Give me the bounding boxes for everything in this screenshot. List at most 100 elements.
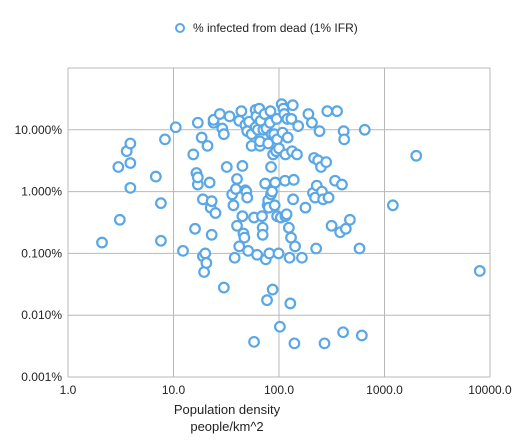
data-point [203, 176, 216, 189]
data-point [205, 195, 218, 208]
data-point [265, 161, 277, 173]
data-point [248, 335, 260, 348]
data-point [284, 297, 297, 310]
data-point [291, 148, 303, 161]
data-point [280, 208, 293, 221]
data-point [310, 242, 323, 255]
data-point [177, 244, 189, 257]
data-point [283, 251, 296, 264]
data-points [96, 98, 486, 350]
data-point [251, 248, 263, 261]
data-point [191, 171, 204, 184]
data-point [201, 139, 214, 152]
data-point [217, 128, 230, 141]
data-point [205, 228, 218, 241]
data-point [473, 265, 486, 277]
data-point [231, 173, 243, 185]
data-point [217, 281, 230, 294]
data-point [336, 178, 348, 191]
data-point [292, 120, 305, 132]
data-point [337, 326, 349, 339]
data-point [199, 247, 212, 260]
data-point [191, 116, 204, 129]
data-point [238, 231, 251, 244]
data-point [320, 156, 333, 169]
data-point [287, 173, 300, 186]
data-point [169, 121, 182, 134]
data-point [269, 176, 282, 189]
data-point [235, 105, 248, 118]
data-point [195, 131, 208, 144]
x-axis-ticks: 1.0 10.0 100.0 1000.0 10000.0 [60, 383, 512, 397]
data-point [229, 183, 242, 195]
x-tick-label: 1.0 [60, 383, 77, 397]
data-point [331, 105, 343, 118]
data-point [228, 251, 241, 264]
data-point [236, 210, 249, 223]
data-point [386, 199, 399, 212]
data-point [256, 228, 269, 241]
data-point [266, 283, 279, 296]
x-axis-title-line-2: people/km^2 [190, 419, 263, 434]
data-point [233, 240, 246, 253]
x-tick-label: 10.0 [162, 383, 186, 397]
y-tick-label: 0.001% [21, 370, 62, 384]
x-tick-label: 10000.0 [468, 383, 512, 397]
data-point [353, 242, 366, 255]
data-point [227, 199, 240, 212]
data-point [159, 133, 171, 146]
data-point [285, 113, 298, 125]
data-point [299, 201, 312, 214]
data-point [209, 207, 222, 219]
data-point [220, 161, 233, 173]
x-tick-label: 1000.0 [366, 383, 403, 397]
y-tick-label: 10.000% [15, 123, 63, 137]
data-point [281, 131, 294, 144]
x-tick-label: 100.0 [264, 383, 294, 397]
data-point [268, 199, 281, 212]
data-point [113, 213, 126, 226]
data-point [236, 160, 249, 172]
data-point [296, 251, 308, 264]
legend-label: % infected from dead (1% IFR) [193, 21, 358, 35]
data-point [96, 236, 108, 249]
data-point [355, 329, 368, 342]
data-point [256, 210, 268, 223]
data-point [410, 149, 423, 162]
data-point [338, 133, 351, 146]
data-point [155, 234, 167, 247]
data-point [286, 99, 299, 112]
data-point [287, 193, 299, 206]
data-point [318, 337, 331, 350]
data-point [274, 320, 286, 333]
legend-marker [175, 23, 185, 33]
y-axis-ticks: 0.001% 0.010% 0.100% 1.000% 10.000% [15, 123, 63, 384]
data-point [155, 197, 167, 210]
data-point [288, 337, 301, 350]
x-axis-title: Population density people/km^2 [174, 402, 281, 434]
data-point [358, 123, 371, 136]
data-point [305, 116, 318, 129]
data-point [124, 137, 137, 150]
legend: % infected from dead (1% IFR) [175, 21, 358, 35]
data-point [124, 181, 137, 194]
data-point [344, 213, 356, 226]
x-axis-title-line-1: Population density [174, 402, 281, 417]
y-tick-label: 0.100% [21, 246, 62, 260]
data-point [213, 108, 226, 120]
data-point [322, 191, 335, 204]
data-point [149, 170, 162, 183]
data-point [325, 219, 338, 232]
data-point [223, 110, 236, 123]
data-point [272, 247, 285, 260]
data-point [187, 148, 200, 161]
data-point [321, 105, 334, 118]
data-point [264, 105, 277, 118]
data-point [282, 221, 295, 234]
data-point [313, 125, 326, 138]
data-point [261, 294, 273, 307]
data-point [189, 222, 201, 235]
data-point [124, 157, 137, 169]
y-tick-label: 0.010% [21, 308, 62, 322]
